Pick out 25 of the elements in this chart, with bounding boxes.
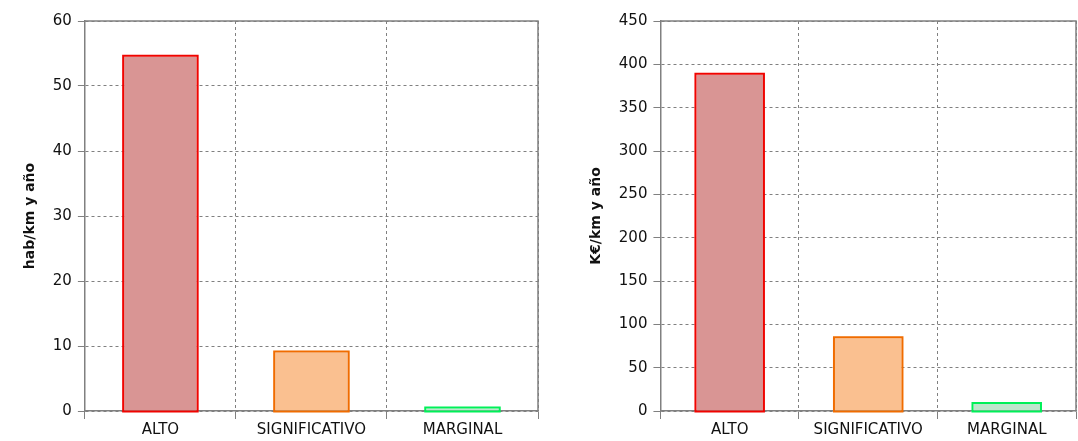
y-tick-label: 20 [52, 270, 72, 289]
y-tick-label: 150 [618, 270, 648, 289]
y-tick-label: 450 [618, 10, 648, 29]
y-tick-label: 0 [637, 400, 648, 419]
y-tick-label: 200 [618, 227, 648, 246]
y-tick-label: 60 [52, 10, 72, 29]
y-tick-label: 50 [628, 357, 648, 376]
y-tick-label: 40 [52, 140, 72, 159]
y-tick-label: 300 [618, 140, 648, 159]
x-tick-label: SIGNIFICATIVO [256, 419, 367, 438]
y-axis-title: hab/km y año [21, 162, 38, 270]
y-tick-label: 400 [618, 54, 648, 73]
y-tick-label: 350 [618, 97, 648, 116]
y-tick-label: 0 [62, 400, 72, 419]
y-tick-label: 30 [52, 205, 72, 224]
x-tick-label: SIGNIFICATIVO [813, 419, 923, 438]
y-axis-title: K€/km y año [587, 166, 604, 265]
y-tick-label: 100 [618, 314, 648, 333]
y-tick-label: 50 [52, 75, 72, 94]
y-tick-label: 10 [52, 335, 72, 354]
y-tick-label: 250 [618, 184, 648, 203]
x-tick-label: MARGINAL [966, 419, 1048, 438]
x-tick-label: ALTO [141, 419, 180, 438]
x-tick-label: MARGINAL [422, 419, 503, 438]
x-tick-label: ALTO [710, 419, 749, 438]
